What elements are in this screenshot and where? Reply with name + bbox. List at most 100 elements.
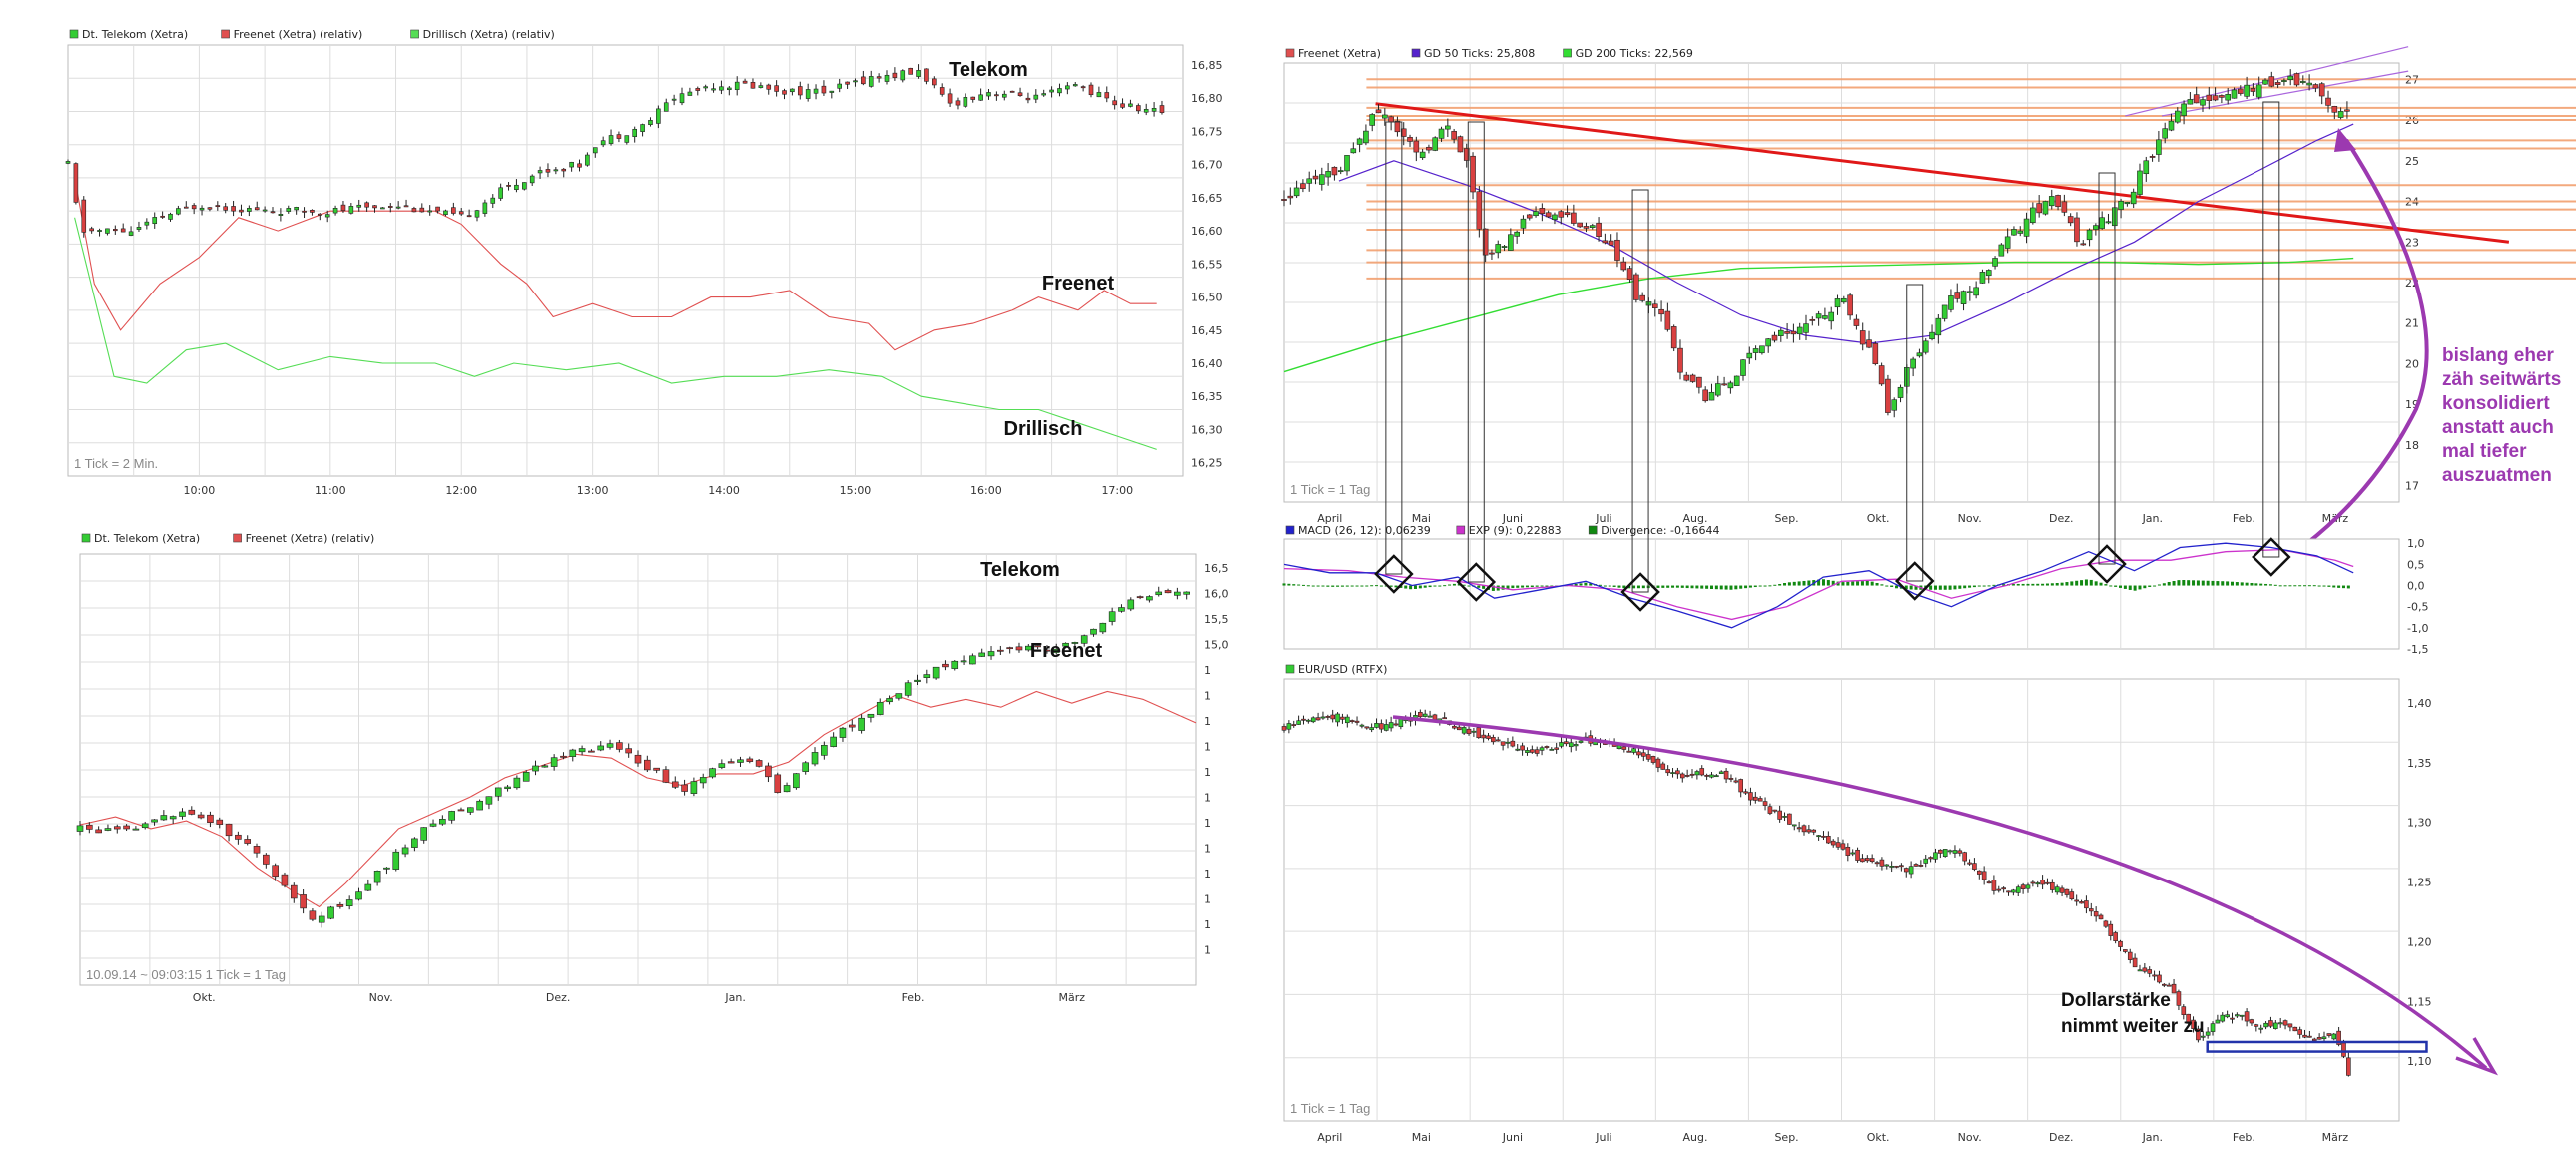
eurusd-candle <box>2162 983 2167 986</box>
telekom-candle <box>1118 607 1125 612</box>
telekom-candle <box>356 204 362 208</box>
telekom-candle <box>151 819 158 823</box>
telekom-candle <box>653 767 660 771</box>
eurusd-xtick: Sep. <box>1774 1131 1798 1144</box>
macd-divergence-bar <box>2206 580 2210 586</box>
eurusd-candle <box>1530 749 1535 753</box>
eurusd-candle <box>1344 716 1350 724</box>
macd-divergence-bar <box>1521 585 1525 588</box>
macd-divergence-bar <box>1904 585 1908 590</box>
macd-divergence-bar <box>1972 585 1976 588</box>
freenet-candle <box>1670 326 1677 349</box>
telekom-candle <box>286 208 292 212</box>
telekom-candle <box>916 70 921 77</box>
eurusd-candle <box>2001 887 2006 890</box>
telekom-candle <box>969 655 976 665</box>
eurusd-candle <box>2059 887 2065 893</box>
telekom-candle <box>616 742 623 750</box>
eurusd-candle <box>2273 1022 2278 1029</box>
macd-divergence-bar <box>2278 585 2282 587</box>
freenet-candle <box>1508 234 1514 251</box>
macd-divergence-bar <box>2060 582 2064 586</box>
telekom-candle <box>429 823 437 827</box>
freenet-daily-ytick: 23 <box>2405 236 2419 249</box>
macd-divergence-bar <box>1909 585 1913 590</box>
telekom-candle <box>553 169 559 172</box>
compare-xtick: Feb. <box>902 991 925 1004</box>
freenet-candle <box>1897 386 1904 398</box>
eurusd-candle <box>1374 723 1379 728</box>
macd-divergence-bar <box>1506 585 1510 589</box>
freenet-candle <box>1967 291 1973 294</box>
eurusd-candle <box>1753 796 1758 801</box>
macd-divergence-bar <box>2346 585 2350 589</box>
freenet-candle <box>1633 274 1639 300</box>
telekom-candle <box>821 85 827 94</box>
telekom-candle <box>718 763 726 768</box>
freenet-candle <box>1614 239 1620 261</box>
macd-divergence-bar <box>1895 585 1899 589</box>
telekom-candle <box>120 228 126 233</box>
macd-divergence-bar <box>1365 585 1369 587</box>
eurusd-candle <box>1796 827 1802 830</box>
macd-divergence-bar <box>1977 585 1981 587</box>
eurusd-candle <box>1928 857 1933 860</box>
freenet-candle <box>2312 84 2319 89</box>
label-telekom: Telekom <box>949 59 1028 81</box>
macd-divergence-bar <box>2303 585 2307 587</box>
eurusd-candle <box>2074 899 2079 902</box>
telekom-candle <box>886 698 893 703</box>
freenet-daily-xtick: Aug. <box>1683 512 1708 525</box>
telekom-candle <box>310 209 315 213</box>
macd-divergence-bar <box>2187 580 2191 586</box>
telekom-candle <box>231 206 236 212</box>
eurusd-candle <box>2025 884 2031 889</box>
macd-divergence-bar <box>1724 585 1728 590</box>
freenet-candle <box>1520 218 1527 229</box>
telekom-candle <box>876 76 882 79</box>
eurusd-candle <box>1510 740 1516 747</box>
trend-arrow-head <box>2455 1037 2498 1076</box>
telekom-candle <box>648 120 653 125</box>
telekom-candle <box>373 871 381 883</box>
macd-divergence-bar <box>1846 581 1850 586</box>
freenet-candle <box>1979 272 1986 284</box>
freenet-candle <box>1866 339 1872 348</box>
macd-divergence-bar <box>2133 585 2137 591</box>
eurusd-candle <box>1306 719 1311 722</box>
freenet-candle <box>1369 114 1376 126</box>
telekom-candle <box>128 231 134 236</box>
marker-column <box>1906 284 1924 582</box>
telekom-candle <box>504 786 511 790</box>
freenet-candle <box>1922 340 1929 353</box>
freenet-candle <box>1721 383 1727 386</box>
macd-legend-label: EXP (9): 0,22883 <box>1469 524 1562 537</box>
intraday-ytick: 16,75 <box>1191 125 1223 138</box>
telekom-candle <box>302 210 307 213</box>
eurusd-candle <box>1884 864 1890 867</box>
telekom-candle <box>608 135 614 144</box>
intraday-xtick: 15:00 <box>840 484 872 497</box>
intraday-ytick: 16,40 <box>1191 357 1223 370</box>
telekom-candle <box>420 827 428 841</box>
freenet-candle <box>2124 202 2131 205</box>
freenet-candle <box>2067 216 2074 224</box>
freenet-candle <box>1998 244 2005 257</box>
freenet-candle <box>1363 130 1369 144</box>
macd-divergence-bar <box>2327 585 2331 587</box>
telekom-candle <box>908 67 913 75</box>
freenet-candle <box>2080 243 2087 246</box>
telekom-candle <box>160 815 168 821</box>
macd-divergence-bar <box>2036 583 2040 586</box>
eurusd-xtick: Aug. <box>1683 1131 1708 1144</box>
macd-divergence-bar <box>2341 585 2345 589</box>
macd-divergence-bar <box>1636 585 1640 589</box>
macd-divergence-bar <box>1413 585 1417 589</box>
telekom-candle <box>790 88 795 93</box>
intraday-ytick: 16,80 <box>1191 92 1223 105</box>
macd-divergence-bar <box>1661 585 1665 588</box>
eurusd-candle <box>1515 748 1521 751</box>
freenet-candle <box>1375 109 1382 114</box>
freenet-daily-legend-label: Freenet (Xetra) <box>1298 47 1381 60</box>
telekom-candle <box>336 904 344 907</box>
